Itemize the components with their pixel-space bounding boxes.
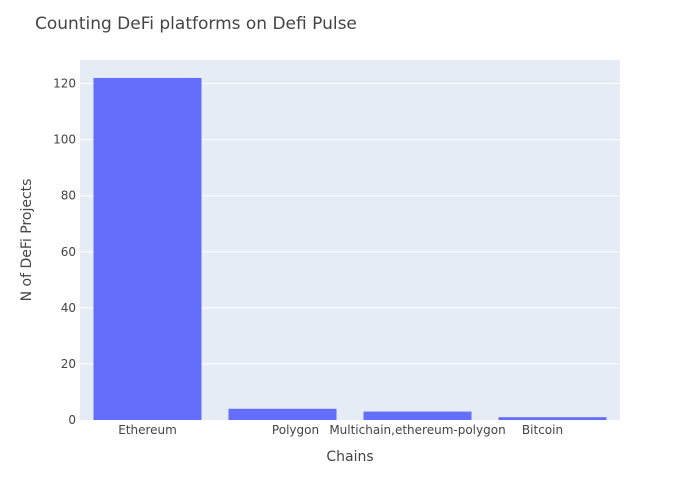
x-tick-label: Polygon [272, 423, 319, 437]
x-axis-title: Chains [326, 449, 373, 465]
x-axis-ticks: Ethereum Polygon Multichain,ethereum-polyg… [118, 423, 563, 437]
bar-bitcoin[interactable] [498, 417, 607, 420]
y-tick-label: 0 [68, 413, 76, 427]
x-tick-label: Multichain,ethereum-polygon [329, 423, 505, 437]
y-tick-label: 60 [61, 245, 76, 259]
y-tick-label: 40 [61, 301, 76, 315]
y-axis-ticks: 0 20 40 60 80 100 120 [53, 77, 76, 427]
bar-multichain-ethereum-polygon[interactable] [363, 411, 472, 420]
x-tick-label: Bitcoin [522, 423, 563, 437]
y-tick-label: 100 [53, 133, 76, 147]
bar-series [93, 77, 607, 421]
y-tick-label: 120 [53, 77, 76, 91]
bar-polygon[interactable] [228, 408, 337, 420]
y-axis-title: N of DeFi Projects [19, 179, 35, 302]
bar-ethereum[interactable] [93, 77, 202, 421]
y-tick-label: 80 [61, 189, 76, 203]
chart-title: Counting DeFi platforms on Defi Pulse [35, 14, 357, 34]
x-tick-label: Ethereum [118, 423, 177, 437]
y-tick-label: 20 [61, 357, 76, 371]
